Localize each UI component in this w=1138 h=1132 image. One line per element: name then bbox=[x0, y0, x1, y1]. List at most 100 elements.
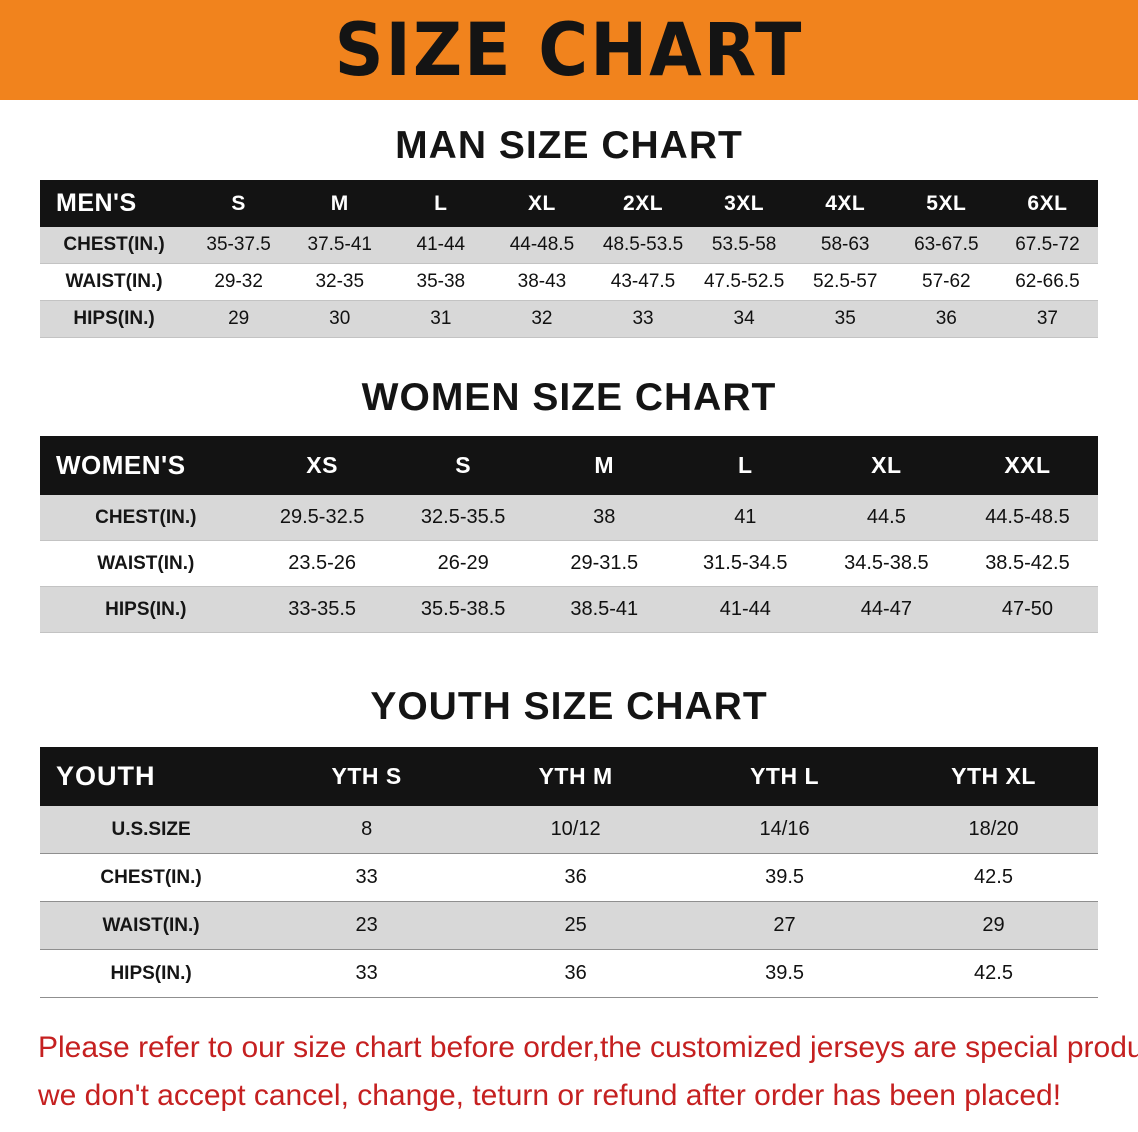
size-header-cell: L bbox=[434, 191, 448, 215]
size-header-cell: YTH S bbox=[331, 763, 402, 789]
men-section-heading: MAN SIZE CHART bbox=[395, 124, 743, 167]
value-cell: 32-35 bbox=[315, 271, 365, 292]
value-cell: 53.5-58 bbox=[711, 234, 777, 255]
value-cell: 32 bbox=[531, 308, 553, 329]
value-cell: 30 bbox=[329, 308, 351, 329]
table-header-row: WOMEN'S XS S M L XL XXL bbox=[40, 436, 1098, 495]
value-cell: 52.5-57 bbox=[812, 271, 878, 292]
value-cell: 29 bbox=[228, 308, 250, 329]
value-cell: 37 bbox=[1036, 308, 1058, 329]
value-cell: 44.5-48.5 bbox=[985, 506, 1070, 528]
value-cell: 44-48.5 bbox=[509, 234, 575, 255]
size-header-cell: M bbox=[594, 452, 615, 478]
size-header-cell: L bbox=[738, 452, 753, 478]
value-cell: 38-43 bbox=[517, 271, 567, 292]
value-cell: 62-66.5 bbox=[1015, 271, 1080, 292]
value-cell: 44-47 bbox=[860, 598, 912, 620]
value-cell: 41-44 bbox=[416, 234, 466, 255]
value-cell: 41-44 bbox=[719, 598, 771, 620]
banner-title: SIZE CHART bbox=[334, 7, 804, 93]
value-cell: 42.5 bbox=[974, 962, 1013, 984]
value-cell: 14/16 bbox=[759, 818, 810, 840]
value-cell: 33 bbox=[355, 866, 378, 888]
value-cell: 8 bbox=[361, 818, 373, 840]
value-cell: 37.5-41 bbox=[307, 234, 372, 255]
size-header-cell: 5XL bbox=[926, 191, 967, 215]
table-row: U.S.SIZE 8 10/12 14/16 18/20 bbox=[40, 806, 1098, 854]
size-header-cell: XXL bbox=[1004, 452, 1051, 478]
disclaimer: Please refer to our size chart before or… bbox=[38, 1024, 1138, 1120]
value-cell: 34.5-38.5 bbox=[844, 552, 929, 574]
value-cell: 39.5 bbox=[765, 962, 805, 984]
size-header-cell: YTH M bbox=[538, 763, 613, 789]
row-label-cell: CHEST(IN.) bbox=[100, 866, 202, 888]
value-cell: 32.5-35.5 bbox=[420, 506, 506, 528]
table-header-row: YOUTH YTH S YTH M YTH L YTH XL bbox=[40, 747, 1098, 806]
youth-size-table: YOUTH YTH S YTH M YTH L YTH XL U.S.SIZE 8 10/12… bbox=[40, 747, 1098, 998]
size-header-cell: S bbox=[455, 452, 472, 478]
value-cell: 42.5 bbox=[974, 866, 1013, 888]
value-cell: 35-37.5 bbox=[206, 234, 271, 255]
size-header-cell: XL bbox=[528, 191, 556, 215]
value-cell: 36 bbox=[935, 308, 957, 329]
row-label-cell: CHEST(IN.) bbox=[63, 234, 165, 255]
size-header-cell: YTH L bbox=[750, 763, 820, 789]
value-cell: 33 bbox=[632, 308, 654, 329]
table-row: CHEST(IN.) 33 36 39.5 42.5 bbox=[40, 854, 1098, 902]
value-cell: 36 bbox=[564, 866, 587, 888]
value-cell: 47-50 bbox=[1001, 598, 1054, 620]
value-cell: 18/20 bbox=[968, 818, 1019, 840]
value-cell: 33 bbox=[355, 962, 378, 984]
value-cell: 39.5 bbox=[765, 866, 805, 888]
row-label-cell: HIPS(IN.) bbox=[105, 598, 187, 620]
disclaimer-line-2: we don't accept cancel, change, teturn o… bbox=[38, 1079, 1062, 1112]
value-cell: 23 bbox=[355, 914, 378, 936]
value-cell: 27 bbox=[773, 914, 796, 936]
value-cell: 43-47.5 bbox=[610, 271, 676, 292]
row-label-cell: HIPS(IN.) bbox=[73, 308, 155, 329]
value-cell: 35.5-38.5 bbox=[420, 598, 506, 620]
size-header-cell: XS bbox=[306, 452, 338, 478]
value-cell: 38.5-42.5 bbox=[985, 552, 1070, 574]
value-cell: 38 bbox=[593, 506, 616, 528]
table-title-cell: WOMEN'S bbox=[56, 450, 186, 480]
row-label-cell: WAIST(IN.) bbox=[65, 271, 163, 292]
row-label-cell: WAIST(IN.) bbox=[97, 552, 195, 574]
value-cell: 33-35.5 bbox=[288, 598, 357, 620]
value-cell: 38.5-41 bbox=[570, 598, 639, 620]
row-label-cell: WAIST(IN.) bbox=[102, 914, 200, 936]
table-header-row: MEN'S S M L XL 2XL 3XL 4XL 5XL 6XL bbox=[40, 180, 1098, 227]
table-row: HIPS(IN.) 33-35.5 35.5-38.5 38.5-41 41-44 44-… bbox=[40, 586, 1098, 633]
value-cell: 31 bbox=[430, 308, 452, 329]
value-cell: 29-31.5 bbox=[570, 552, 639, 574]
men-size-table: MEN'S S M L XL 2XL 3XL 4XL 5XL 6XL CHEST(IN.) 35-37… bbox=[40, 180, 1098, 338]
row-label-cell: U.S.SIZE bbox=[111, 818, 191, 840]
size-header-cell: 3XL bbox=[724, 191, 765, 215]
value-cell: 31.5-34.5 bbox=[703, 552, 788, 574]
value-cell: 35 bbox=[834, 308, 856, 329]
row-label-cell: CHEST(IN.) bbox=[95, 506, 197, 528]
value-cell: 23.5-26 bbox=[288, 552, 357, 574]
table-title-cell: YOUTH bbox=[56, 761, 156, 791]
value-cell: 47.5-52.5 bbox=[703, 271, 785, 292]
value-cell: 10/12 bbox=[550, 818, 601, 840]
value-cell: 25 bbox=[564, 914, 587, 936]
value-cell: 58-63 bbox=[820, 234, 870, 255]
size-header-cell: S bbox=[231, 191, 246, 215]
size-header-cell: YTH XL bbox=[951, 763, 1036, 789]
value-cell: 63-67.5 bbox=[914, 234, 979, 255]
table-row: WAIST(IN.) 23.5-26 26-29 29-31.5 31.5-34.5 34… bbox=[40, 541, 1098, 587]
value-cell: 48.5-53.5 bbox=[602, 234, 684, 255]
value-cell: 34 bbox=[733, 308, 755, 329]
table-title-cell: MEN'S bbox=[56, 189, 137, 217]
women-section-heading: WOMEN SIZE CHART bbox=[361, 376, 777, 419]
value-cell: 44.5 bbox=[866, 506, 906, 528]
value-cell: 57-62 bbox=[922, 271, 971, 292]
table-row: CHEST(IN.) 29.5-32.5 32.5-35.5 38 41 44.5 44.5… bbox=[40, 495, 1098, 541]
size-header-cell: 2XL bbox=[623, 191, 664, 215]
value-cell: 29.5-32.5 bbox=[279, 506, 365, 528]
row-label-cell: HIPS(IN.) bbox=[110, 962, 192, 984]
value-cell: 67.5-72 bbox=[1015, 234, 1080, 255]
youth-section-heading: YOUTH SIZE CHART bbox=[370, 685, 768, 728]
